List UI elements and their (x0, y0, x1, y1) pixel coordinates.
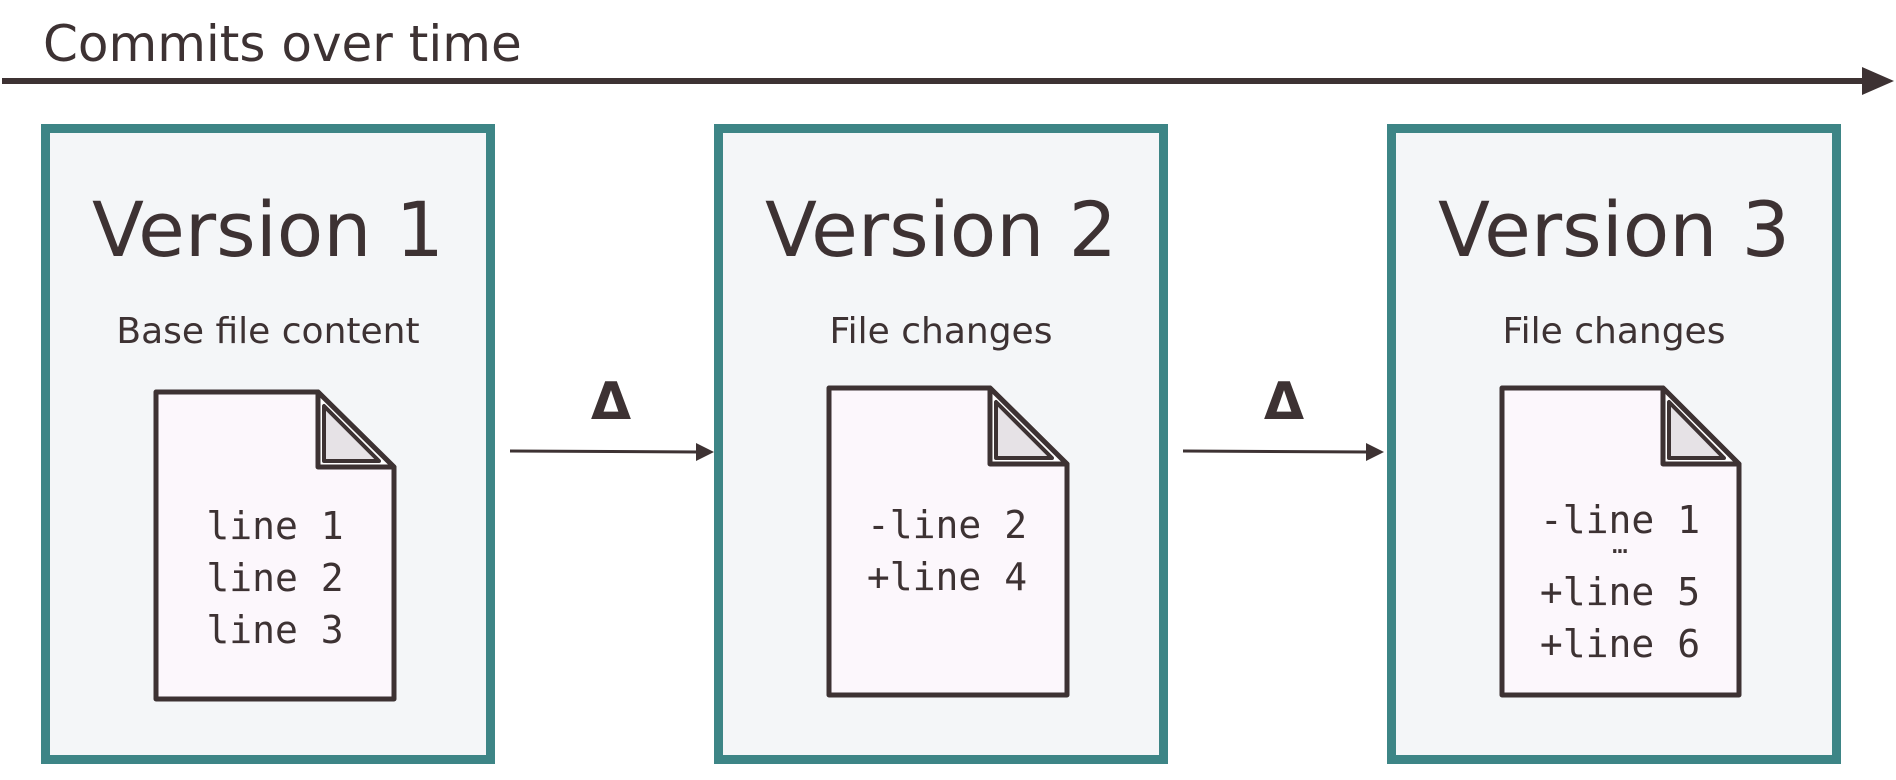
delta-label-1: Δ (590, 372, 632, 432)
file-fold-shade-3 (1667, 400, 1726, 460)
file-line: -line 2 (866, 503, 1028, 547)
file-line: line 2 (206, 556, 344, 600)
delta-arrow-head-1 (696, 443, 714, 461)
version-subtitle: Base file content (116, 311, 420, 352)
version-title: Version 3 (1438, 185, 1790, 274)
version-title: Version 2 (765, 185, 1117, 274)
file-line: +line 4 (866, 555, 1028, 599)
file-fold-shade-2 (994, 400, 1054, 460)
timeline-arrow-head (1862, 67, 1894, 95)
file-line: line 1 (206, 504, 344, 548)
delta-label-2: Δ (1263, 372, 1305, 432)
delta-arrow-line-2 (1182, 449, 1371, 454)
delta-arrow-head-2 (1366, 443, 1384, 461)
delta-arrow-line-1 (509, 449, 701, 454)
file-line: +line 6 (1539, 622, 1701, 666)
version-title: Version 1 (92, 185, 444, 274)
file-line: line 3 (206, 608, 344, 652)
file-line: -line 1 (1539, 498, 1701, 542)
file-line: … (1612, 530, 1628, 560)
file-fold-shade-1 (322, 404, 381, 463)
version-subtitle: File changes (829, 311, 1053, 352)
version-subtitle: File changes (1502, 311, 1726, 352)
timeline-label: Commits over time (43, 15, 522, 73)
file-line: +line 5 (1539, 570, 1701, 614)
